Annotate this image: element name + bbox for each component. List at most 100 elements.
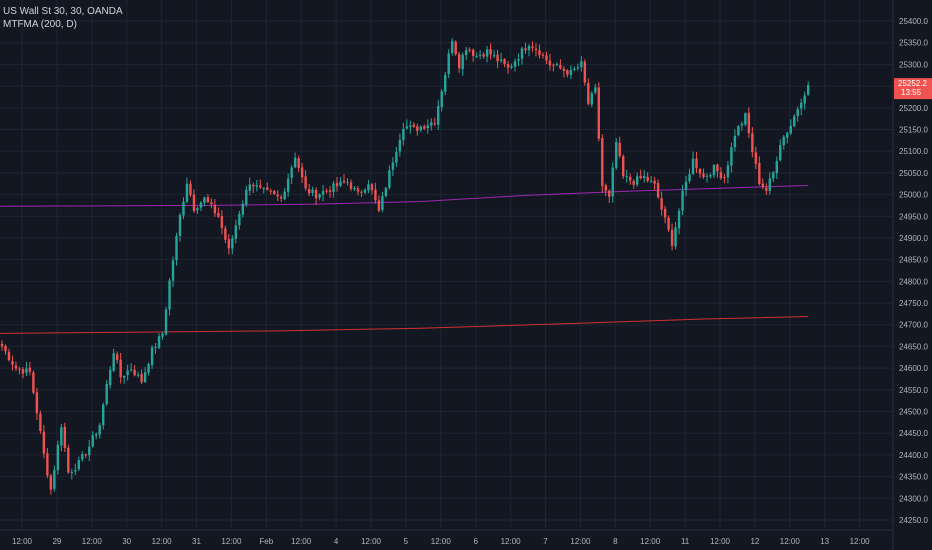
candle-body (405, 126, 409, 129)
candle-body (203, 197, 206, 203)
candle (765, 183, 768, 196)
candle-body (761, 183, 765, 188)
candle-body (126, 370, 129, 376)
candle (796, 106, 799, 122)
candle (744, 112, 747, 127)
candle (632, 179, 635, 189)
candle (81, 451, 84, 462)
candle (800, 98, 803, 116)
candle-body (321, 191, 325, 195)
candle (667, 215, 670, 232)
candle-body (32, 372, 35, 393)
candle (321, 185, 325, 202)
candle (133, 365, 136, 377)
candle-body (70, 471, 73, 473)
candle (262, 187, 265, 194)
candle-body (367, 184, 370, 191)
y-tick-label: 24500.0 (899, 408, 928, 417)
candle-body (39, 413, 42, 432)
candle (105, 380, 108, 406)
candle-body (28, 367, 32, 372)
candle-body (740, 123, 744, 126)
candle-body (157, 336, 161, 348)
time-axis[interactable]: 12:00 29 12:00 30 12:00 31 12:00 Feb 12:00 4 12:00… (0, 529, 893, 546)
candle-body (206, 197, 210, 203)
candle (482, 52, 485, 59)
candle-body (259, 185, 262, 188)
candle (517, 53, 520, 67)
x-tick-label: 12:00 (291, 537, 312, 546)
price-tag-box (894, 78, 932, 100)
candle-body (667, 217, 670, 230)
indicator-label[interactable]: MTFMA (200, D) (3, 19, 77, 30)
candle (280, 194, 283, 203)
candle-body (398, 139, 402, 152)
candle-body (374, 189, 377, 201)
candle-body (217, 212, 220, 217)
candle (615, 138, 618, 170)
candle (175, 232, 178, 266)
candle-body (171, 260, 175, 281)
candle (430, 118, 433, 131)
price-axis[interactable]: 24250.0 24300.0 24350.0 24400.0 24450.0 24500… (892, 0, 928, 550)
candle (520, 46, 524, 65)
candle-body (238, 213, 241, 226)
candle (768, 172, 771, 195)
candle (587, 78, 590, 106)
candle (388, 165, 391, 190)
candle (266, 182, 269, 191)
candle-body (594, 87, 597, 93)
candle (252, 182, 255, 193)
candle (234, 219, 238, 244)
candle-body (60, 427, 63, 446)
candle-body (444, 74, 447, 92)
candle-body (454, 41, 457, 54)
y-tick-label: 25100.0 (899, 147, 928, 156)
candle-body (656, 183, 660, 198)
candle (719, 167, 723, 181)
candle-body (482, 54, 485, 57)
candle (538, 44, 541, 59)
candle (426, 119, 429, 134)
candle (283, 187, 286, 201)
x-tick-label: 12:00 (361, 537, 382, 546)
candle (367, 179, 370, 194)
candle (601, 134, 604, 193)
candle (231, 235, 234, 255)
x-tick-label: 12:00 (12, 537, 33, 546)
candle (39, 410, 42, 434)
candle (217, 207, 220, 219)
candle-body (604, 185, 607, 191)
candle (56, 440, 60, 475)
candle (353, 186, 356, 192)
candle (405, 119, 409, 130)
candle-body (464, 50, 468, 55)
candle (534, 43, 538, 57)
candle-body (768, 178, 771, 191)
candle (649, 175, 653, 183)
candle-body (412, 124, 416, 127)
y-tick-label: 24900.0 (899, 234, 928, 243)
candle (49, 473, 53, 495)
candle-body (391, 162, 395, 170)
candle-body (84, 454, 87, 456)
candle (196, 206, 199, 215)
candle (806, 81, 810, 96)
candle (409, 120, 412, 134)
candle (119, 352, 122, 384)
symbol-title[interactable]: US Wall St 30, 30, OANDA (3, 6, 123, 17)
candle-body (213, 204, 217, 214)
candle (14, 361, 18, 372)
candle (140, 369, 143, 385)
candle (604, 183, 607, 196)
candle (84, 453, 87, 458)
candle-body (806, 85, 810, 95)
candle-body (510, 66, 513, 68)
candle-body (262, 188, 265, 190)
candle-body (534, 48, 538, 51)
candle (688, 168, 691, 184)
candle-body (527, 46, 531, 51)
x-tick-label: 12:00 (570, 537, 591, 546)
